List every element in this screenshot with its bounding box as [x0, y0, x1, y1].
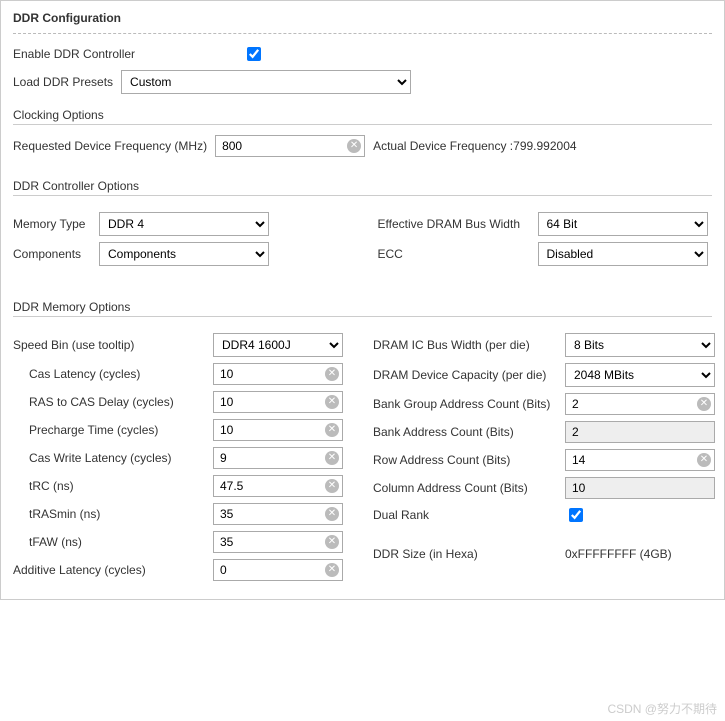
row-addr-input[interactable]: [565, 449, 715, 471]
components-select[interactable]: Components: [99, 242, 269, 266]
dashed-separator: [13, 33, 712, 34]
dram-ic-select[interactable]: 8 Bits: [565, 333, 715, 357]
ddr-size-value: 0xFFFFFFFF (4GB): [565, 547, 672, 561]
additive-input[interactable]: [213, 559, 343, 581]
ddr-config-panel: DDR Configuration Enable DDR Controller …: [0, 0, 725, 600]
memory-header: DDR Memory Options: [13, 300, 712, 314]
tfaw-input[interactable]: [213, 531, 343, 553]
cas-write-label: Cas Write Latency (cycles): [13, 451, 213, 465]
trc-label: tRC (ns): [13, 479, 213, 493]
separator: [13, 124, 712, 125]
tfaw-label: tFAW (ns): [13, 535, 213, 549]
speed-bin-label: Speed Bin (use tooltip): [13, 338, 213, 352]
dual-rank-checkbox[interactable]: [569, 508, 583, 522]
bank-grp-label: Bank Group Address Count (Bits): [373, 397, 565, 411]
clear-icon[interactable]: ✕: [325, 423, 339, 437]
req-freq-input[interactable]: [215, 135, 365, 157]
clear-icon[interactable]: ✕: [697, 397, 711, 411]
cas-latency-input[interactable]: [213, 363, 343, 385]
clear-icon[interactable]: ✕: [347, 139, 361, 153]
clear-icon[interactable]: ✕: [697, 453, 711, 467]
clear-icon[interactable]: ✕: [325, 479, 339, 493]
trasmin-label: tRASmin (ns): [13, 507, 213, 521]
speed-bin-select[interactable]: DDR4 1600J: [213, 333, 343, 357]
clear-icon[interactable]: ✕: [325, 507, 339, 521]
trc-input[interactable]: [213, 475, 343, 497]
enable-ddr-label: Enable DDR Controller: [13, 47, 235, 61]
cas-latency-label: Cas Latency (cycles): [13, 367, 213, 381]
dual-rank-label: Dual Rank: [373, 508, 565, 522]
clear-icon[interactable]: ✕: [325, 535, 339, 549]
clear-icon[interactable]: ✕: [325, 451, 339, 465]
controller-header: DDR Controller Options: [13, 179, 712, 193]
separator: [13, 195, 712, 196]
clocking-header: Clocking Options: [13, 108, 712, 122]
cas-write-input[interactable]: [213, 447, 343, 469]
ecc-select[interactable]: Disabled: [538, 242, 708, 266]
clear-icon[interactable]: ✕: [325, 563, 339, 577]
memory-type-select[interactable]: DDR 4: [99, 212, 269, 236]
ecc-label: ECC: [378, 247, 538, 261]
separator: [13, 316, 712, 317]
bus-width-label: Effective DRAM Bus Width: [378, 217, 538, 231]
additive-label: Additive Latency (cycles): [13, 563, 213, 577]
col-addr-input: [565, 477, 715, 499]
ras-cas-label: RAS to CAS Delay (cycles): [13, 395, 213, 409]
dram-ic-label: DRAM IC Bus Width (per die): [373, 338, 565, 352]
panel-title: DDR Configuration: [13, 1, 712, 33]
components-label: Components: [13, 247, 99, 261]
watermark: CSDN @努力不期待: [607, 700, 717, 717]
ras-cas-input[interactable]: [213, 391, 343, 413]
req-freq-label: Requested Device Frequency (MHz): [13, 139, 207, 153]
ddr-size-label: DDR Size (in Hexa): [373, 547, 565, 561]
load-presets-select[interactable]: Custom: [121, 70, 411, 94]
load-presets-label: Load DDR Presets: [13, 75, 113, 89]
enable-ddr-checkbox[interactable]: [247, 47, 261, 61]
row-addr-label: Row Address Count (Bits): [373, 453, 565, 467]
clear-icon[interactable]: ✕: [325, 395, 339, 409]
dram-cap-label: DRAM Device Capacity (per die): [373, 368, 565, 382]
precharge-label: Precharge Time (cycles): [13, 423, 213, 437]
trasmin-input[interactable]: [213, 503, 343, 525]
bank-grp-input[interactable]: [565, 393, 715, 415]
bank-addr-label: Bank Address Count (Bits): [373, 425, 565, 439]
actual-freq-label: Actual Device Frequency :799.992004: [373, 139, 576, 153]
dram-cap-select[interactable]: 2048 MBits: [565, 363, 715, 387]
bank-addr-input: [565, 421, 715, 443]
precharge-input[interactable]: [213, 419, 343, 441]
bus-width-select[interactable]: 64 Bit: [538, 212, 708, 236]
memory-type-label: Memory Type: [13, 217, 99, 231]
clear-icon[interactable]: ✕: [325, 367, 339, 381]
col-addr-label: Column Address Count (Bits): [373, 481, 565, 495]
